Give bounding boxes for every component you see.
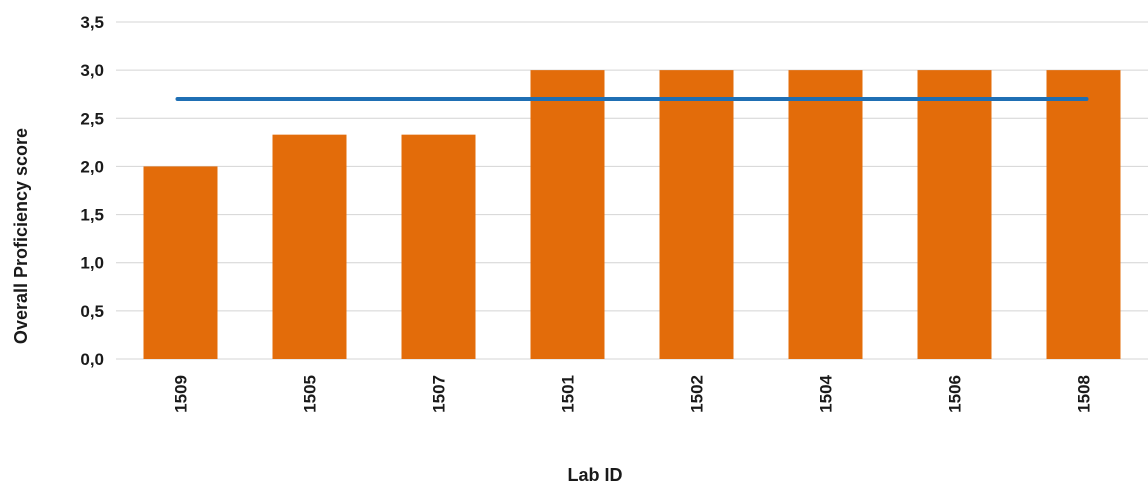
x-axis-ticks: 1509 1505 1507 1501 1502 1504 1506 1508 [172,374,1094,412]
y-tick-label: 1,5 [80,206,104,225]
x-tick-label: 1507 [430,375,449,413]
y-tick-label: 2,5 [80,109,104,128]
x-axis-title: Lab ID [567,465,622,485]
bar-1509 [143,166,218,359]
bar-1506 [917,70,992,360]
y-tick-label: 0,5 [80,302,104,321]
x-tick-label: 1509 [172,375,191,413]
x-tick-label: 1508 [1075,375,1094,413]
bar-1508 [1046,70,1121,360]
y-tick-label: 0,0 [80,350,104,369]
bar-1505 [272,134,347,359]
y-tick-label: 2,0 [80,157,104,176]
bars [143,70,1121,360]
x-tick-label: 1504 [817,374,836,412]
y-tick-label: 3,5 [80,13,104,32]
y-tick-label: 3,0 [80,61,104,80]
bar-1502 [659,70,734,360]
x-tick-label: 1501 [559,375,578,413]
y-tick-label: 1,0 [80,254,104,273]
bar-1501 [530,70,605,360]
bar-1507 [401,134,476,359]
x-tick-label: 1506 [946,375,965,413]
y-axis-ticks: 0,0 0,5 1,0 1,5 2,0 2,5 3,0 3,5 [80,13,104,369]
y-axis-title: Overall Proficiency score [11,128,31,344]
gridlines [116,21,1148,360]
x-tick-label: 1505 [301,375,320,413]
bar-1504 [788,70,863,360]
x-tick-label: 1502 [688,375,707,413]
